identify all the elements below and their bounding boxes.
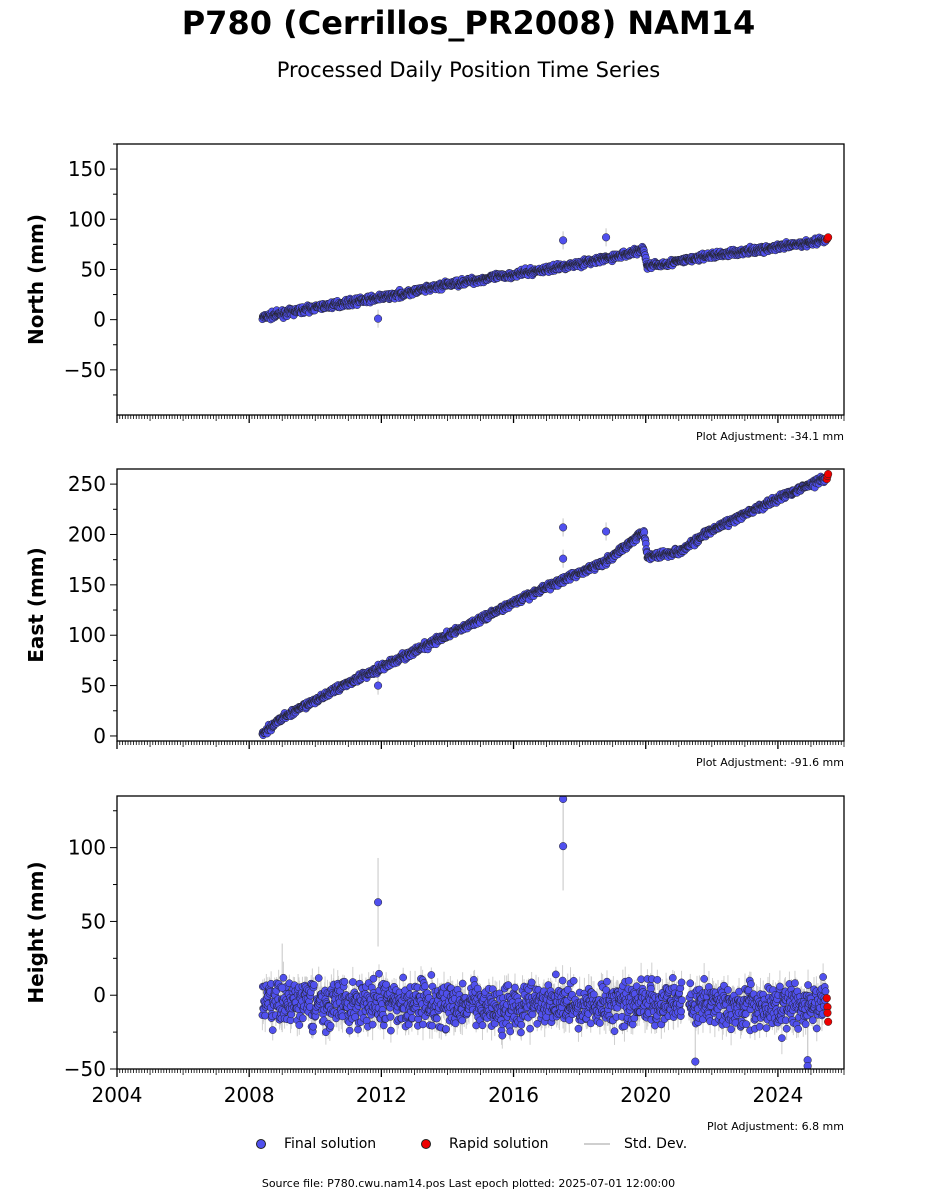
y-tick-label: 100 (68, 207, 106, 231)
chart-title: P780 (Cerrillos_PR2008) NAM14 (181, 4, 756, 42)
chart-subtitle: Processed Daily Position Time Series (276, 58, 661, 82)
plot-area-1 (258, 228, 833, 328)
y-tick-label: −50 (64, 358, 106, 382)
plot-adjustment-note: Plot Adjustment: -34.1 mm (696, 430, 844, 443)
plot-area-2 (258, 469, 833, 740)
panel-1: −50 0 50 100 150 North (mm) Plot Adjustment: -… (24, 143, 845, 443)
rapid-point (824, 233, 833, 242)
outlier-point (559, 236, 568, 245)
y-axis-label: North (mm) (24, 214, 48, 345)
y-tick-label: 50 (81, 257, 106, 281)
y-tick-label: 0 (93, 308, 106, 332)
outlier-point (602, 233, 611, 242)
y-tick-label: 150 (68, 157, 106, 181)
outlier-point (374, 314, 383, 323)
